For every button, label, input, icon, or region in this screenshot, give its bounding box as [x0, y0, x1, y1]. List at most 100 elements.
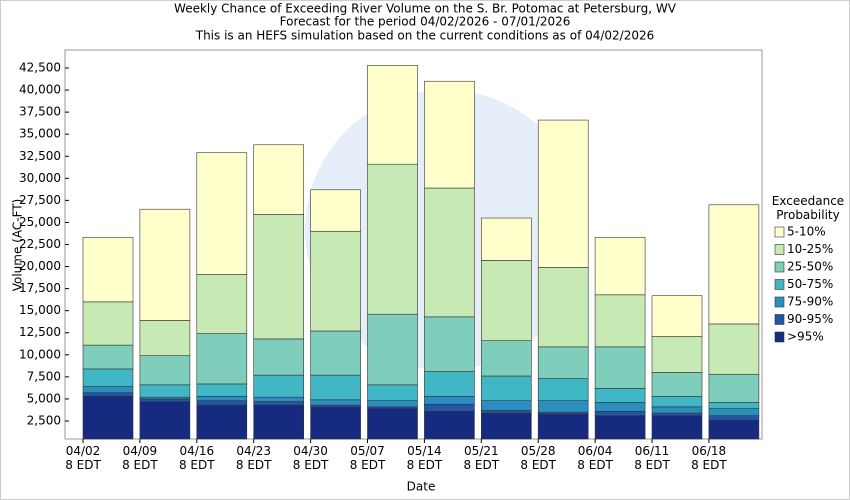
- bar-segment: [651, 412, 703, 417]
- y-tick-label: 30,000: [19, 171, 61, 185]
- bar-segment: [424, 395, 475, 405]
- bar-segment: [139, 320, 191, 356]
- bar-segment: [253, 214, 304, 340]
- bar-segment: [708, 204, 760, 325]
- x-tick-label: 05/14 8 EDT: [406, 444, 443, 472]
- bar-segment: [253, 396, 304, 402]
- bar-segment: [196, 274, 248, 334]
- x-tick-label: 06/11 8 EDT: [634, 444, 670, 472]
- x-tick-label: 06/04 8 EDT: [577, 444, 613, 472]
- bar-segment: [253, 374, 304, 398]
- y-axis-label: Volume (AC-FT): [11, 199, 25, 292]
- bar-segment: [480, 410, 532, 414]
- bar-segment: [82, 344, 134, 370]
- bar-segment: [424, 371, 475, 397]
- legend-label: 10-25%: [787, 242, 833, 256]
- bar-segment: [367, 408, 418, 440]
- bar-segment: [139, 355, 191, 386]
- bar-segment: [253, 401, 304, 406]
- legend-swatch: [774, 296, 785, 308]
- y-tick-label: 17,500: [19, 281, 61, 295]
- legend-swatch: [774, 331, 785, 343]
- bar-segment: [480, 412, 532, 440]
- bar-segment: [537, 413, 589, 440]
- y-tick-label: 7,500: [27, 369, 61, 383]
- x-tick-label: 05/21 8 EDT: [463, 444, 500, 472]
- x-tick-label: 04/02 8 EDT: [65, 444, 101, 472]
- bar-segment: [651, 395, 703, 408]
- y-tick-label: 32,500: [19, 149, 61, 163]
- legend-swatch: [774, 226, 785, 238]
- bar-segment: [139, 208, 191, 321]
- x-axis-label: Date: [407, 480, 436, 494]
- bar-segment: [537, 119, 589, 268]
- y-tick-label: 10,000: [19, 347, 61, 361]
- legend-label: 75-90%: [787, 295, 833, 309]
- bar-segment: [594, 388, 646, 403]
- bar-segment: [310, 374, 361, 401]
- bar-segment: [367, 400, 418, 408]
- bar-segment: [594, 237, 646, 296]
- y-tick-label: 40,000: [19, 83, 61, 97]
- bar-segment: [139, 398, 191, 402]
- legend-swatch: [774, 279, 785, 290]
- bar-segment: [196, 395, 248, 402]
- bar-segment: [196, 400, 248, 406]
- bar-segment: [196, 404, 248, 440]
- x-tick-label: 04/23 8 EDT: [235, 444, 272, 472]
- bar-segment: [82, 392, 134, 397]
- y-tick-label: 37,500: [19, 105, 61, 119]
- x-tick-label: 06/18 8 EDT: [691, 444, 727, 472]
- bar-segment: [424, 187, 475, 318]
- bar-segment: [708, 419, 760, 440]
- legend-swatch: [774, 244, 785, 255]
- bar-segment: [424, 316, 475, 372]
- x-tick-label: 04/09 8 EDT: [122, 444, 158, 472]
- bar-segment: [708, 323, 760, 375]
- bar-segment: [594, 410, 646, 417]
- bar-segment: [480, 217, 532, 261]
- bar-segment: [594, 402, 646, 412]
- bar-segment: [537, 267, 589, 348]
- chart-note: This is an HEFS simulation based on the …: [195, 29, 655, 43]
- y-tick-label: 20,000: [19, 259, 61, 273]
- bar-segment: [708, 402, 760, 409]
- bar-segment: [253, 404, 304, 440]
- y-tick-label: 5,000: [27, 391, 61, 405]
- y-tick-label: 27,500: [19, 193, 61, 207]
- bar-segment: [367, 384, 418, 402]
- bar-segment: [82, 386, 134, 394]
- y-tick-label: 2,500: [27, 413, 61, 427]
- bar-segment: [480, 375, 532, 402]
- bar-segment: [139, 384, 191, 398]
- bar-segment: [651, 372, 703, 397]
- y-tick-label: 22,500: [19, 237, 61, 251]
- legend-title: Exceedance Probability: [771, 194, 845, 222]
- y-tick-label: 15,000: [19, 303, 61, 317]
- x-tick-label: 05/07 8 EDT: [349, 444, 386, 472]
- bar-segment: [310, 399, 361, 406]
- bar-segment: [367, 163, 418, 315]
- legend-label: 50-75%: [787, 277, 833, 291]
- bar-segment: [253, 144, 304, 215]
- legend-swatch: [774, 314, 785, 325]
- bar-segment: [480, 260, 532, 341]
- y-tick-label: 42,500: [19, 61, 61, 75]
- x-tick-label: 04/30 8 EDT: [292, 444, 329, 472]
- bar-segment: [537, 400, 589, 413]
- bar-segment: [424, 80, 475, 189]
- bar-segment: [424, 410, 475, 440]
- x-tick-label: 05/28 8 EDT: [520, 444, 556, 472]
- bar-segment: [82, 395, 134, 440]
- bar-segment: [82, 368, 134, 387]
- bar-segment: [537, 346, 589, 379]
- bar-segment: [310, 230, 361, 332]
- y-tick-label: 25,000: [19, 215, 61, 229]
- bar-segment: [594, 294, 646, 348]
- bar-segment: [196, 383, 248, 397]
- y-tick-label: 12,500: [19, 325, 61, 339]
- bar-segment: [708, 408, 760, 417]
- y-tick-label: 35,000: [19, 127, 61, 141]
- bar-segment: [310, 189, 361, 232]
